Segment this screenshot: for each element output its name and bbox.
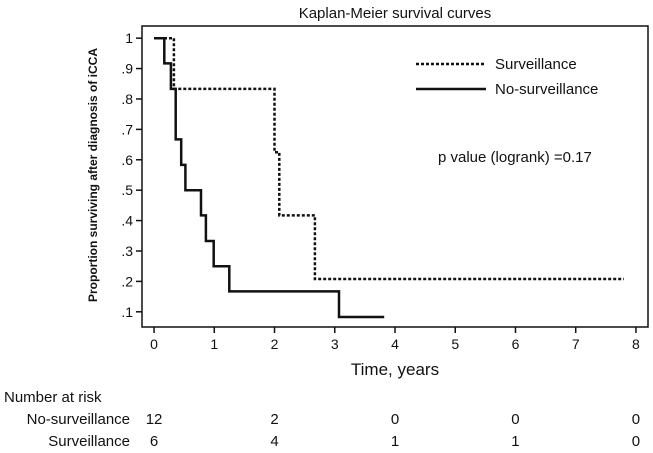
legend-label: Surveillance (495, 56, 577, 73)
x-tick-label: 1 (210, 336, 218, 352)
y-tick-label: .2 (121, 273, 133, 289)
legend: Surveillance No-surveillance (416, 56, 598, 98)
risk-value: 12 (146, 411, 163, 428)
y-axis: 1 .9 .8 .7 .6 .5 .4 .3 .2 .1 (121, 30, 142, 320)
pvalue-annotation: p value (logrank) =0.17 (438, 149, 592, 166)
series-line-no-surveillance (154, 36, 385, 319)
x-tick-label: 3 (331, 336, 339, 352)
legend-label: No-surveillance (495, 81, 598, 98)
risk-row-label: No-surveillance (27, 411, 130, 428)
x-axis-label: Time, years (351, 360, 439, 379)
risk-value: 1 (391, 433, 399, 450)
y-tick-label: .8 (121, 91, 133, 107)
risk-value: 0 (391, 411, 399, 428)
chart-title: Kaplan-Meier survival curves (299, 5, 492, 22)
risk-value: 4 (270, 433, 278, 450)
risk-table: Number at risk No-surveillance 12 2 0 0 0 Surv… (4, 389, 640, 450)
x-tick-label: 5 (451, 336, 459, 352)
y-tick-label: .4 (121, 213, 133, 229)
risk-row-label: Surveillance (48, 433, 130, 450)
x-tick-label: 2 (271, 336, 279, 352)
y-axis-label: Proportion surviving after diagnosis of … (86, 48, 100, 302)
x-axis: 0 1 2 3 4 5 6 7 8 (150, 327, 640, 352)
y-tick-label: .5 (121, 182, 133, 198)
risk-value: 0 (632, 433, 640, 450)
x-tick-label: 7 (572, 336, 580, 352)
x-tick-label: 8 (632, 336, 640, 352)
y-tick-label: .6 (121, 152, 133, 168)
risk-table-heading: Number at risk (4, 389, 102, 406)
risk-value: 0 (632, 411, 640, 428)
y-tick-label: .3 (121, 243, 133, 259)
risk-value: 0 (511, 411, 519, 428)
y-tick-label: .1 (121, 304, 133, 320)
risk-value: 6 (150, 433, 158, 450)
risk-value: 1 (511, 433, 519, 450)
x-tick-label: 6 (512, 336, 520, 352)
y-tick-label: 1 (125, 30, 133, 46)
y-tick-label: .9 (121, 61, 133, 77)
x-tick-label: 4 (391, 336, 399, 352)
survival-curves (154, 36, 624, 319)
series-line-surveillance (154, 36, 624, 281)
y-tick-label: .7 (121, 121, 133, 137)
x-tick-label: 0 (150, 336, 158, 352)
risk-value: 2 (270, 411, 278, 428)
